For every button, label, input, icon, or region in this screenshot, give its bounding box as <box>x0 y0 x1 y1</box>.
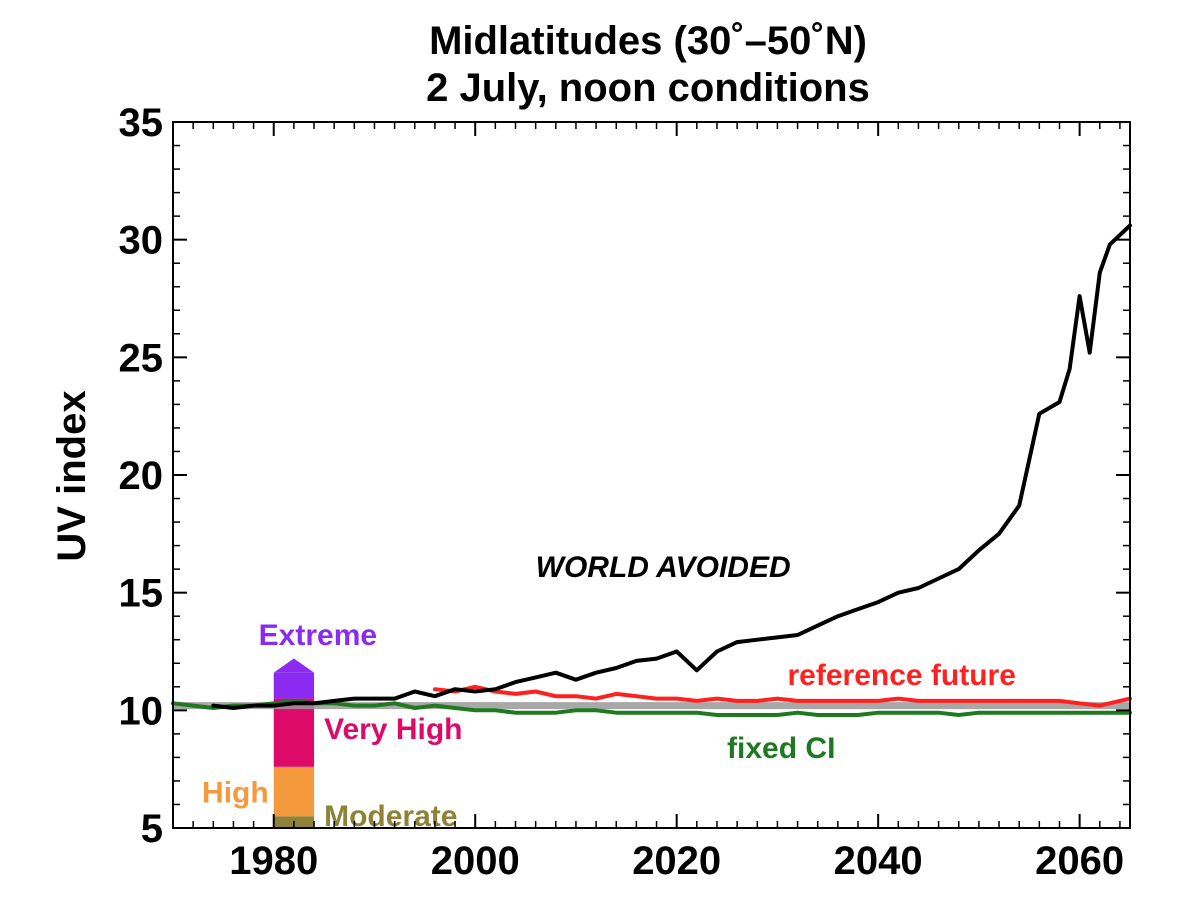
y-tick-label: 25 <box>119 336 164 380</box>
uv-band-high <box>273 766 315 817</box>
plot-frame <box>172 121 1131 829</box>
series-labels: WORLD AVOIDED reference future fixed CI <box>536 551 1016 765</box>
uv-band-label: Very High <box>324 713 462 746</box>
series-line-world-avoided <box>211 223 1132 710</box>
axes: 5 10 15 20 25 30 35 1980 2000 2020 2040 2060 <box>119 101 1131 883</box>
y-tick-label: 20 <box>119 454 164 498</box>
chart-title: Midlatitudes (30˚–50˚N) <box>429 19 867 63</box>
series-label: reference future <box>787 659 1015 692</box>
y-axis-title: UV index <box>50 390 94 561</box>
series-label: fixed CI <box>727 732 835 765</box>
y-tick-label: 15 <box>119 572 164 616</box>
y-tick-label: 10 <box>119 689 164 733</box>
x-tick-label: 2060 <box>1035 839 1124 883</box>
uv-extreme-arrow <box>273 658 315 673</box>
series-lines <box>171 223 1132 717</box>
uv-extreme-label: Extreme <box>259 619 377 652</box>
y-tick-label: 35 <box>119 101 164 145</box>
uv-band-extreme <box>273 672 315 699</box>
chart-subtitle: 2 July, noon conditions <box>426 66 870 110</box>
series-label: WORLD AVOIDED <box>536 551 791 584</box>
uv-band-very-high <box>273 698 315 767</box>
y-tick-label: 30 <box>119 219 164 263</box>
x-tick-label: 1980 <box>229 839 318 883</box>
series-line-reference-future <box>432 684 1132 708</box>
x-tick-label: 2040 <box>834 839 923 883</box>
x-tick-label: 2000 <box>431 839 520 883</box>
uv-band-label: High <box>202 777 269 810</box>
y-tick-label: 5 <box>141 807 163 851</box>
x-tick-label: 2020 <box>632 839 721 883</box>
